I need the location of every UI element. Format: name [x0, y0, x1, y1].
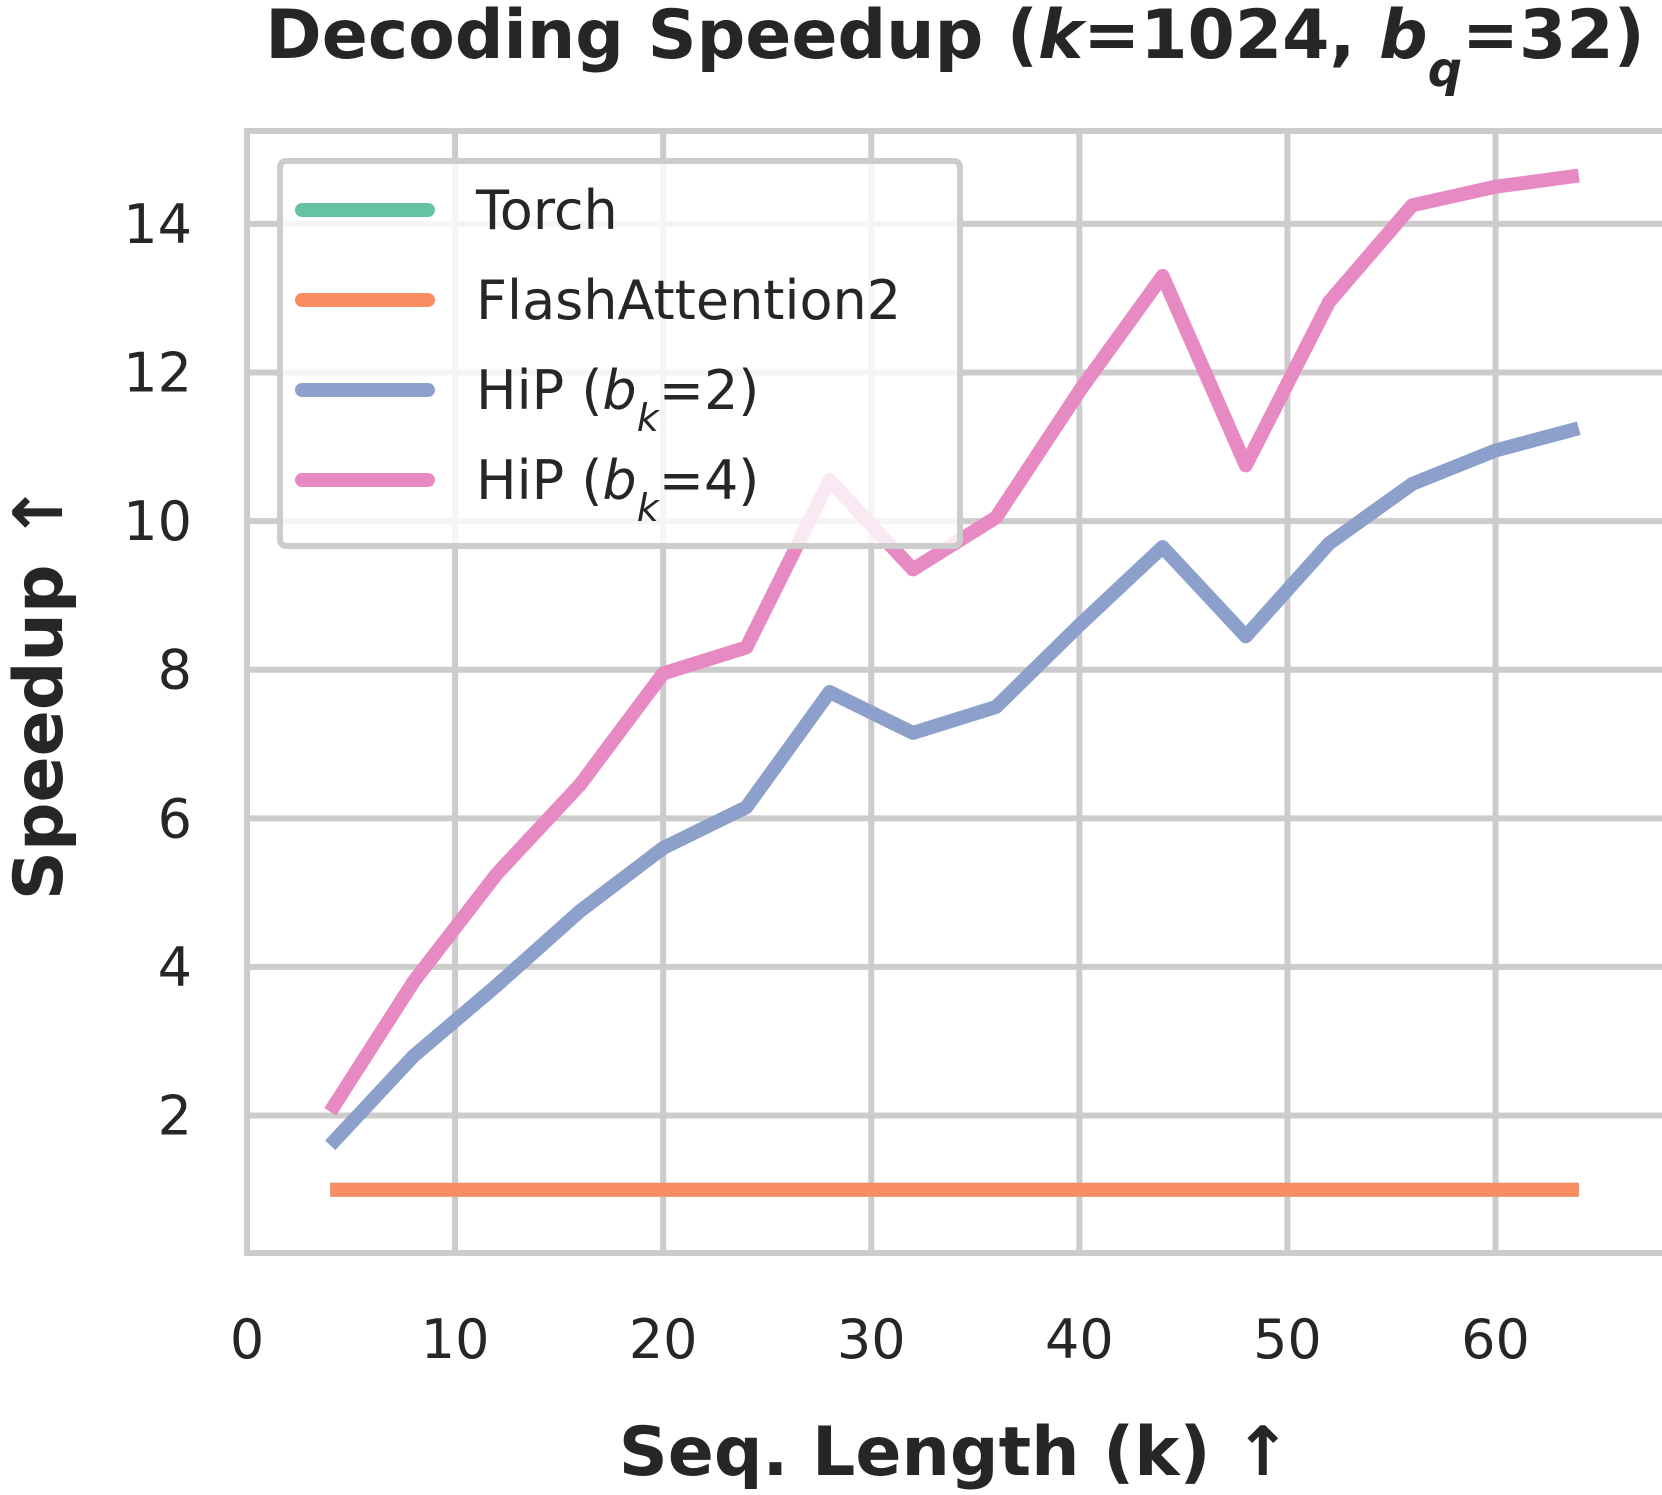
- y-tick-label: 6: [158, 787, 192, 850]
- y-tick-label: 8: [158, 639, 192, 702]
- y-tick-label: 2: [158, 1085, 192, 1148]
- legend: Torch FlashAttention2 HiP (bk=2) HiP (bk=4): [277, 158, 963, 549]
- x-tick-label: 30: [837, 1308, 906, 1371]
- legend-label-3: HiP (bk=2): [476, 359, 759, 440]
- x-tick-label: 10: [421, 1308, 490, 1371]
- x-axis-label: Seq. Length (k) ↑: [619, 1413, 1291, 1492]
- series-line-3: [325, 421, 1581, 1151]
- x-tick-label: 60: [1461, 1308, 1530, 1371]
- x-tick-labels: 0 10 20 30 40 50 60: [230, 1308, 1530, 1371]
- y-tick-label: 14: [123, 193, 192, 256]
- x-tick-label: 20: [629, 1308, 698, 1371]
- plot-frame: [244, 128, 1662, 1256]
- x-tick-label: 40: [1045, 1308, 1114, 1371]
- x-tick-label: 50: [1253, 1308, 1322, 1371]
- y-tick-label: 4: [158, 936, 192, 999]
- legend-label-2: FlashAttention2: [476, 269, 901, 332]
- legend-label-1: Torch: [475, 179, 618, 242]
- y-tick-label: 10: [123, 490, 192, 553]
- legend-frame: [277, 158, 963, 549]
- y-tick-label: 12: [123, 341, 192, 404]
- x-tick-label: 0: [230, 1308, 264, 1371]
- chart-title: Decoding Speedup (k=1024, bq=32): [265, 0, 1644, 98]
- y-axis-label: Speedup ↑: [0, 484, 79, 900]
- legend-label-4: HiP (bk=4): [476, 449, 759, 530]
- y-tick-labels: 2 4 6 8 10 12 14: [123, 193, 192, 1148]
